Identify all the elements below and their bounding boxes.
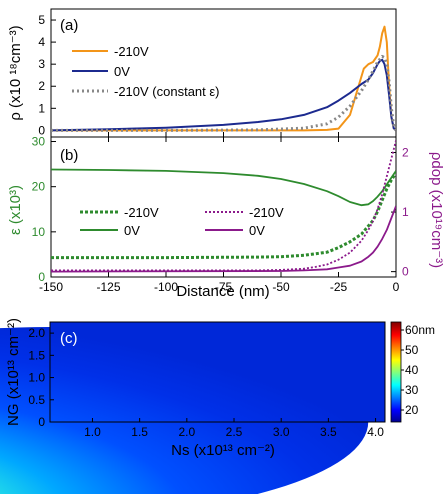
colorbar-tick-label: 30 [405,383,419,397]
b-series-line-3 [51,205,396,273]
panel-b-xlabel: Distance (nm) [176,283,269,300]
b-xtick-label: -125 [96,280,120,294]
legend-label-b-eps-0: 0V [124,223,140,238]
a-ytick-label: 5 [38,13,45,27]
legend-label-b-rho-210: -210V [249,205,284,220]
panel-b-ylabel-left: ε (x10³) [7,185,24,235]
panel-c-label: (c) [60,330,78,347]
b-xtick-label: 0 [393,280,400,294]
panel-b-ylabel-right: ρdop (x10¹⁹cm⁻³) [428,152,445,268]
c-xtick-label: 1.0 [84,425,101,439]
panel-a-ylabel: ρ (x10 ¹⁸cm⁻³) [7,25,24,120]
b-ytick-left-label: 10 [32,225,46,239]
panel-a-frame [50,8,397,138]
panel-a-label: (a) [60,17,78,34]
b-series-line-2 [51,140,396,272]
colorbar-ticks: 20 30 40 50 60nm [401,323,435,417]
b-xtick-label: -75 [215,280,233,294]
legend-label-a-0: 0V [114,64,130,79]
c-ytick-label: 1.5 [28,348,45,362]
c-ytick-label: 2.0 [28,326,45,340]
colorbar-tick-label: 60nm [405,323,435,337]
a-ytick-label: 1 [38,101,45,115]
panel-c: (c) 1.0 1.5 2.0 2.5 3.0 3.5 4.0 00.51.01.52.0 … [0,318,435,494]
a-ytick-label: 4 [38,35,45,49]
c-ytick-label: 1.0 [28,371,45,385]
c-xtick-label: 2.0 [178,425,195,439]
b-ytick-left-label: 0 [38,270,45,284]
b-series-line-1 [51,168,396,207]
c-xtick-label: 3.5 [320,425,337,439]
b-series-line-0 [51,172,396,260]
heatmap-field [0,327,369,494]
panel-c-yticks: 0 0.5 1.0 1.5 2.0 [28,326,54,429]
legend-label-a-210: -210V [114,44,149,59]
panel-b-lines [51,140,396,273]
panel-a-legend: -210V 0V -210V (constant ε) [72,44,220,99]
b-xtick-label: -150 [39,280,63,294]
legend-label-a-const: -210V (constant ε) [114,84,220,99]
a-ytick-label: 0 [38,123,45,137]
panel-b-label: (b) [60,147,78,164]
b-ytick-right-label: 2 [402,145,409,159]
a-ytick-label: 2 [38,79,45,93]
c-xtick-label: 3.0 [273,425,290,439]
b-xtick-label: -100 [154,280,178,294]
colorbar-tick-label: 50 [405,343,419,357]
b-ytick-left-label: 30 [32,135,46,149]
b-ytick-right-label: 0 [402,265,409,279]
panel-c-frame [49,321,386,423]
panel-a-xticks [50,132,397,137]
panel-a-yticks: 0 1 2 3 4 5 [38,13,56,137]
legend-label-b-rho-0: 0V [249,223,265,238]
panel-c-heatmap [0,322,385,494]
panel-b-xticks: -150 -125 -100 -75 -50 -25 0 [39,137,400,294]
c-ytick-label: 0.5 [28,393,45,407]
panel-b: (b) 0 10 20 30 0 1 2 -150 -125 -100 -75 -50 -25 0 ε… [7,135,445,300]
legend-label-b-eps-210: -210V [124,205,159,220]
a-series-line-0 [51,25,396,132]
panel-b-legend: -210V 0V -210V 0V [80,205,284,238]
colorbar [390,321,402,423]
c-xtick-label: 4.0 [367,425,384,439]
a-ytick-label: 3 [38,57,45,71]
b-xtick-label: -25 [330,280,348,294]
panel-a: (a) 0 1 2 3 4 5 ρ (x10 ¹⁸cm⁻³) -210V 0V -210V… [7,8,397,138]
a-series-line-2 [51,54,396,132]
panel-c-xlabel: Ns (x10¹³ cm⁻²) [171,442,275,459]
panel-c-xticks: 1.0 1.5 2.0 2.5 3.0 3.5 4.0 [84,418,384,439]
c-xtick-label: 1.5 [131,425,148,439]
c-xtick-label: 2.5 [226,425,243,439]
b-ytick-right-label: 1 [402,205,409,219]
b-xtick-label: -50 [272,280,290,294]
panel-c-ylabel: NG (x10¹³ cm⁻²) [5,318,22,426]
colorbar-tick-label: 20 [405,403,419,417]
c-ytick-label: 0 [38,415,45,429]
panel-b-yticks-left: 0 10 20 30 [32,135,56,284]
b-ytick-left-label: 20 [32,180,46,194]
panel-a-lines [51,25,396,132]
colorbar-tick-label: 40 [405,363,419,377]
